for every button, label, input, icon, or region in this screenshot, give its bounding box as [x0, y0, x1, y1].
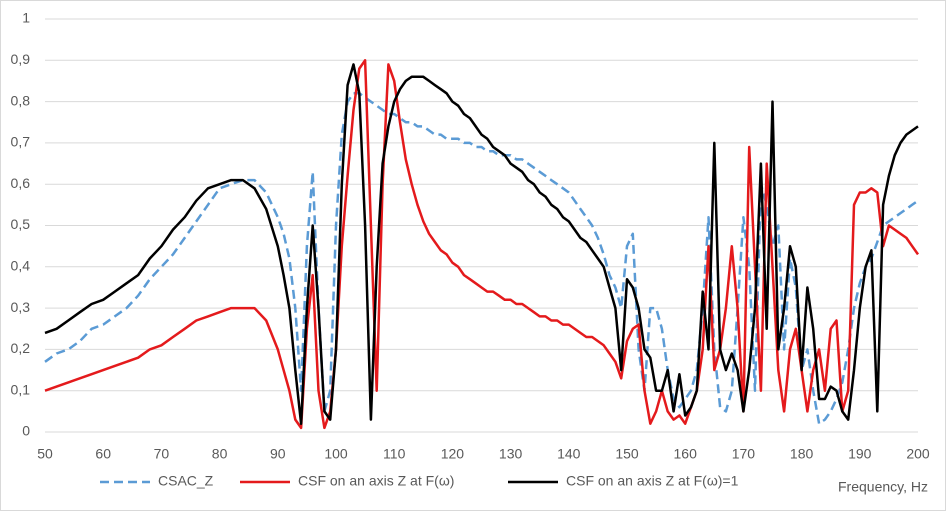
y-tick-label: 0,3 [11, 299, 31, 315]
x-axis-label: Frequency, Hz [838, 479, 928, 495]
line-series [44, 59, 920, 430]
x-tick-label: 90 [270, 446, 286, 462]
y-tick-label: 0,7 [11, 134, 31, 150]
x-tick-label: 100 [324, 446, 348, 462]
x-tick-label: 110 [383, 446, 406, 462]
x-tick-label: 180 [790, 446, 814, 462]
x-tick-label: 60 [95, 446, 111, 462]
y-tick-label: 0,6 [11, 175, 31, 191]
x-tick-label: 50 [37, 446, 53, 462]
line-series [44, 92, 919, 425]
x-tick-label: 160 [674, 446, 698, 462]
y-tick-label: 0,9 [11, 51, 31, 67]
y-tick-label: 0,4 [11, 258, 31, 274]
x-tick-label: 70 [154, 446, 170, 462]
x-tick-label: 170 [732, 446, 756, 462]
x-tick-label: 200 [906, 446, 930, 462]
x-tick-label: 140 [557, 446, 581, 462]
line-series [44, 63, 919, 425]
x-tick-label: 80 [212, 446, 228, 462]
y-tick-label: 0,1 [11, 381, 31, 397]
y-tick-label: 0,5 [11, 216, 31, 232]
y-tick-label: 1 [22, 10, 30, 26]
y-tick-label: 0 [22, 423, 30, 439]
x-tick-label: 120 [441, 446, 465, 462]
x-tick-label: 150 [615, 446, 639, 462]
x-tick-label: 190 [848, 446, 872, 462]
y-tick-label: 0,2 [11, 340, 31, 356]
legend-label: CSF on an axis Z at F(ω)=1 [566, 473, 739, 489]
legend-label: CSAC_Z [158, 473, 214, 489]
y-tick-label: 0,8 [11, 92, 31, 108]
x-tick-label: 130 [499, 446, 523, 462]
legend-label: CSF on an axis Z at F(ω) [298, 473, 454, 489]
